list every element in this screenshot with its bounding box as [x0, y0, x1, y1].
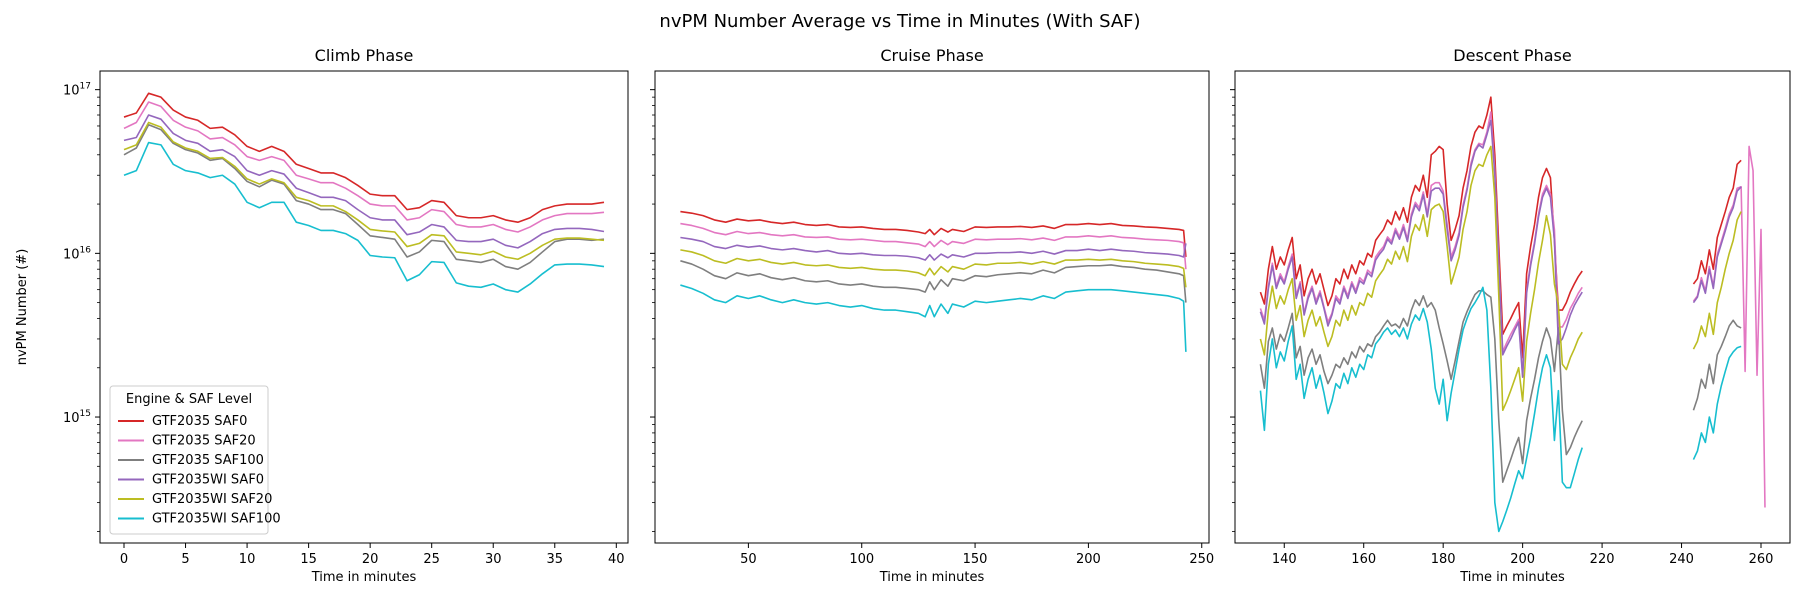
series-line-gtf2035-saf20	[680, 222, 1187, 270]
series-line-gtf2035-saf100	[123, 123, 605, 270]
x-axis-label: Time in minutes	[311, 570, 417, 585]
panel-cruise-phase: Cruise Phase 50 100 150 200 250 Time in minute…	[650, 46, 1214, 585]
series-line-gtf2035wi-saf100	[1259, 286, 1742, 533]
legend-entry: GTF2035WI SAF0	[152, 473, 264, 488]
series-line-gtf2035wi-saf0	[123, 114, 605, 249]
legend-entry: GTF2035WI SAF20	[152, 492, 272, 507]
x-tick-label: 220	[1590, 552, 1615, 567]
panel-title: Climb Phase	[315, 46, 414, 65]
x-tick-label: 100	[849, 552, 874, 567]
legend-title: Engine & SAF Level	[126, 392, 252, 407]
x-axis-label: Time in minutes	[1459, 570, 1565, 585]
series-line-gtf2035wi-saf100	[123, 141, 605, 293]
x-tick-label: 5	[181, 552, 189, 567]
x-tick-label: 40	[608, 552, 625, 567]
series-line-gtf2035-saf20	[1259, 111, 1766, 508]
y-tick-label: 1017	[63, 82, 91, 99]
legend: Engine & SAF Level GTF2035 SAF0 GTF2035 SA…	[109, 385, 281, 535]
series-line-gtf2035-saf20	[123, 101, 605, 233]
x-tick-label: 30	[485, 552, 502, 567]
figure-title: nvPM Number Average vs Time in Minutes (…	[659, 11, 1140, 32]
series-line-gtf2035wi-saf0	[1259, 119, 1742, 379]
legend-box	[109, 385, 269, 535]
panel-title: Descent Phase	[1453, 46, 1571, 65]
series-line-gtf2035-saf100	[680, 260, 1187, 303]
x-tick-label: 35	[546, 552, 563, 567]
legend-entry: GTF2035 SAF0	[152, 414, 247, 429]
legend-entry: GTF2035 SAF100	[152, 453, 264, 468]
plot-area-frame	[654, 70, 1210, 544]
x-tick-label: 150	[963, 552, 988, 567]
panel-descent-phase: Descent Phase 140 160 180 200 220 240 260 Time i…	[1230, 46, 1791, 585]
series-line-gtf2035-saf0	[1259, 96, 1742, 359]
series-line-gtf2035-saf100	[1259, 290, 1742, 483]
x-tick-label: 20	[362, 552, 379, 567]
x-tick-label: 10	[239, 552, 256, 567]
series-line-gtf2035wi-saf20	[123, 121, 605, 261]
legend-entry: GTF2035 SAF20	[152, 434, 256, 449]
x-axis-label: Time in minutes	[879, 570, 985, 585]
x-tick-label: 200	[1076, 552, 1101, 567]
y-axis-label: nvPM Number (#)	[15, 249, 30, 366]
plot-area-frame	[1234, 70, 1791, 544]
plot-area-frame	[99, 70, 629, 544]
x-tick-label: 15	[300, 552, 317, 567]
x-tick-label: 180	[1431, 552, 1456, 567]
series-line-gtf2035-saf0	[123, 92, 605, 223]
x-tick-label: 50	[740, 552, 757, 567]
series-line-gtf2035-saf0	[680, 210, 1187, 258]
panel-title: Cruise Phase	[880, 46, 983, 65]
series-line-gtf2035wi-saf100	[680, 284, 1187, 352]
series-line-gtf2035wi-saf0	[680, 236, 1187, 261]
y-tick-label: 1016	[63, 245, 91, 262]
x-tick-label: 260	[1749, 552, 1774, 567]
x-tick-label: 140	[1272, 552, 1297, 567]
x-tick-label: 160	[1351, 552, 1376, 567]
series-line-gtf2035wi-saf20	[1259, 145, 1742, 412]
legend-entry: GTF2035WI SAF100	[152, 512, 281, 527]
x-tick-label: 250	[1189, 552, 1214, 567]
x-tick-label: 25	[423, 552, 440, 567]
x-tick-label: 0	[120, 552, 128, 567]
x-tick-label: 240	[1669, 552, 1694, 567]
x-tick-label: 200	[1510, 552, 1535, 567]
series-line-gtf2035wi-saf20	[680, 249, 1187, 288]
y-tick-label: 1015	[63, 409, 91, 426]
